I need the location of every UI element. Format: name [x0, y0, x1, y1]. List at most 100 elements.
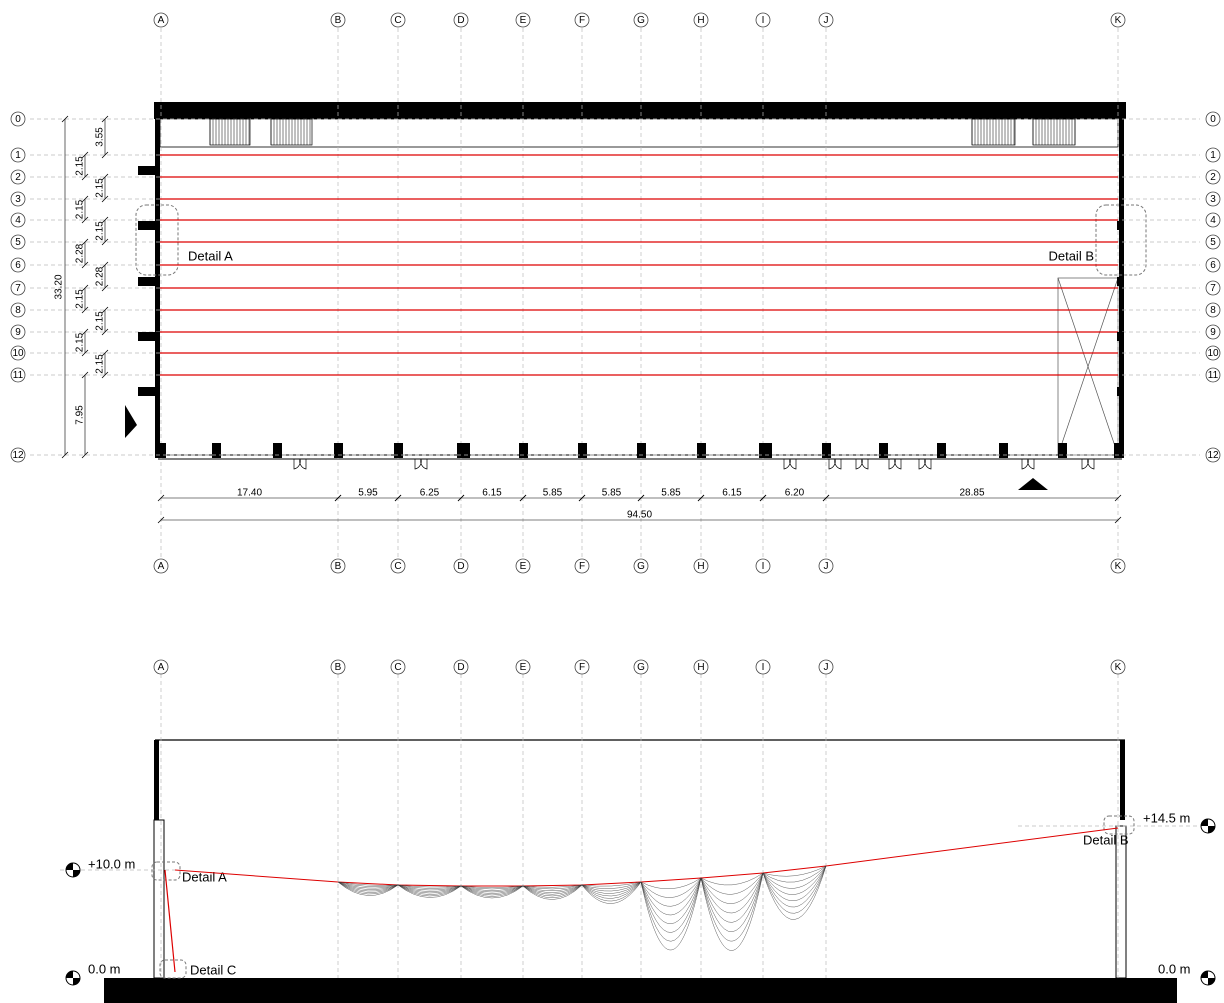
grid-label: F — [579, 15, 585, 26]
stay-cable — [165, 870, 175, 972]
grid-label: H — [697, 15, 704, 26]
dimension-label: 5.85 — [602, 488, 622, 499]
membrane-curve — [461, 886, 523, 894]
dimension-label: 2.15 — [75, 156, 86, 176]
grid-label: 0 — [15, 114, 21, 125]
grid-label: G — [637, 15, 645, 26]
detail-label: Detail C — [190, 962, 236, 977]
section-wall — [1120, 740, 1125, 820]
grid-label: 1 — [1210, 150, 1216, 161]
door — [294, 459, 306, 469]
pilaster — [1117, 221, 1124, 230]
column — [937, 443, 946, 458]
column — [697, 443, 706, 458]
grid-label: D — [457, 561, 464, 572]
grid-label: F — [579, 662, 585, 673]
grid-label: 10 — [12, 348, 24, 359]
grid-label: D — [457, 15, 464, 26]
grid-label: G — [637, 561, 645, 572]
grid-label: A — [158, 15, 165, 26]
membrane-curve — [763, 866, 826, 901]
drawing: Detail A Detail B Detail A Detail B Deta… — [0, 0, 1224, 1003]
grid-label: 8 — [15, 305, 21, 316]
column — [157, 443, 166, 458]
grid-label: 9 — [15, 327, 21, 338]
grid-label: A — [158, 561, 165, 572]
grid-label: J — [824, 561, 829, 572]
membrane-curve — [582, 882, 641, 904]
grid-label: 7 — [15, 283, 21, 294]
door — [1082, 459, 1094, 469]
membrane-curve — [763, 866, 826, 913]
grid-label: 2 — [1210, 172, 1216, 183]
stair — [972, 119, 1015, 145]
grid-label: 7 — [1210, 283, 1216, 294]
column — [212, 443, 221, 458]
section-wall — [1116, 826, 1126, 978]
grid-label: I — [762, 15, 765, 26]
column — [334, 443, 343, 458]
membrane-curve — [641, 878, 701, 906]
grid-label: E — [520, 15, 527, 26]
grid-label: 3 — [1210, 194, 1216, 205]
grid-label: H — [697, 561, 704, 572]
gallery — [160, 119, 1118, 147]
dimension-label: 6.15 — [722, 488, 742, 499]
pilaster — [138, 221, 160, 230]
column — [519, 443, 528, 458]
grid-label: J — [824, 15, 829, 26]
grid-label: B — [335, 561, 342, 572]
door — [415, 459, 427, 469]
grid-label: B — [335, 15, 342, 26]
dimension-label: 3.55 — [95, 127, 106, 147]
column — [999, 443, 1008, 458]
pilaster — [138, 166, 160, 175]
section-wall — [154, 740, 159, 820]
dimension-label: 17.40 — [237, 488, 262, 499]
grid-label: 9 — [1210, 327, 1216, 338]
dimension-label: 94.50 — [627, 510, 652, 521]
grid-label: 8 — [1210, 305, 1216, 316]
detail-label: Detail B — [1083, 832, 1129, 847]
column — [394, 443, 403, 458]
column — [578, 443, 587, 458]
dimension-label: 5.95 — [358, 488, 378, 499]
door — [889, 459, 901, 469]
grid-label: 0 — [1210, 114, 1216, 125]
detail-label: Detail B — [1048, 248, 1094, 263]
grid-label: 10 — [1207, 348, 1219, 359]
column — [457, 443, 470, 458]
grid-label: 5 — [1210, 237, 1216, 248]
grid-label: 12 — [12, 450, 24, 461]
dimension-label: 2.15 — [75, 289, 86, 309]
grid-label: 3 — [15, 194, 21, 205]
membrane-curve — [701, 873, 763, 932]
grid-label: K — [1115, 662, 1122, 673]
grid-label: D — [457, 662, 464, 673]
dimension-label: 6.15 — [482, 488, 502, 499]
column — [822, 443, 831, 458]
north-arrow — [1018, 478, 1048, 490]
membrane-curve — [701, 873, 763, 951]
grid-label: 11 — [1208, 370, 1219, 381]
pilaster — [138, 277, 160, 286]
grid-label: A — [158, 662, 165, 673]
grid-label: K — [1115, 561, 1122, 572]
column — [637, 443, 646, 458]
grid-label: 12 — [1207, 450, 1219, 461]
dimension-label: 6.25 — [420, 488, 440, 499]
grid-label: 1 — [15, 150, 21, 161]
grid-label: E — [520, 561, 527, 572]
door — [856, 459, 868, 469]
dimension-label: 33.20 — [54, 274, 65, 299]
dimension-label: 5.85 — [661, 488, 681, 499]
level-label: +10.0 m — [88, 856, 135, 871]
pilaster — [138, 387, 160, 396]
dimension-label: 7.95 — [75, 405, 86, 425]
dimension-label: 28.85 — [959, 488, 984, 499]
grid-label: J — [824, 662, 829, 673]
section-wall — [154, 820, 164, 978]
dimension-label: 5.85 — [543, 488, 563, 499]
grid-label: K — [1115, 15, 1122, 26]
dimension-label: 2.28 — [75, 243, 86, 263]
